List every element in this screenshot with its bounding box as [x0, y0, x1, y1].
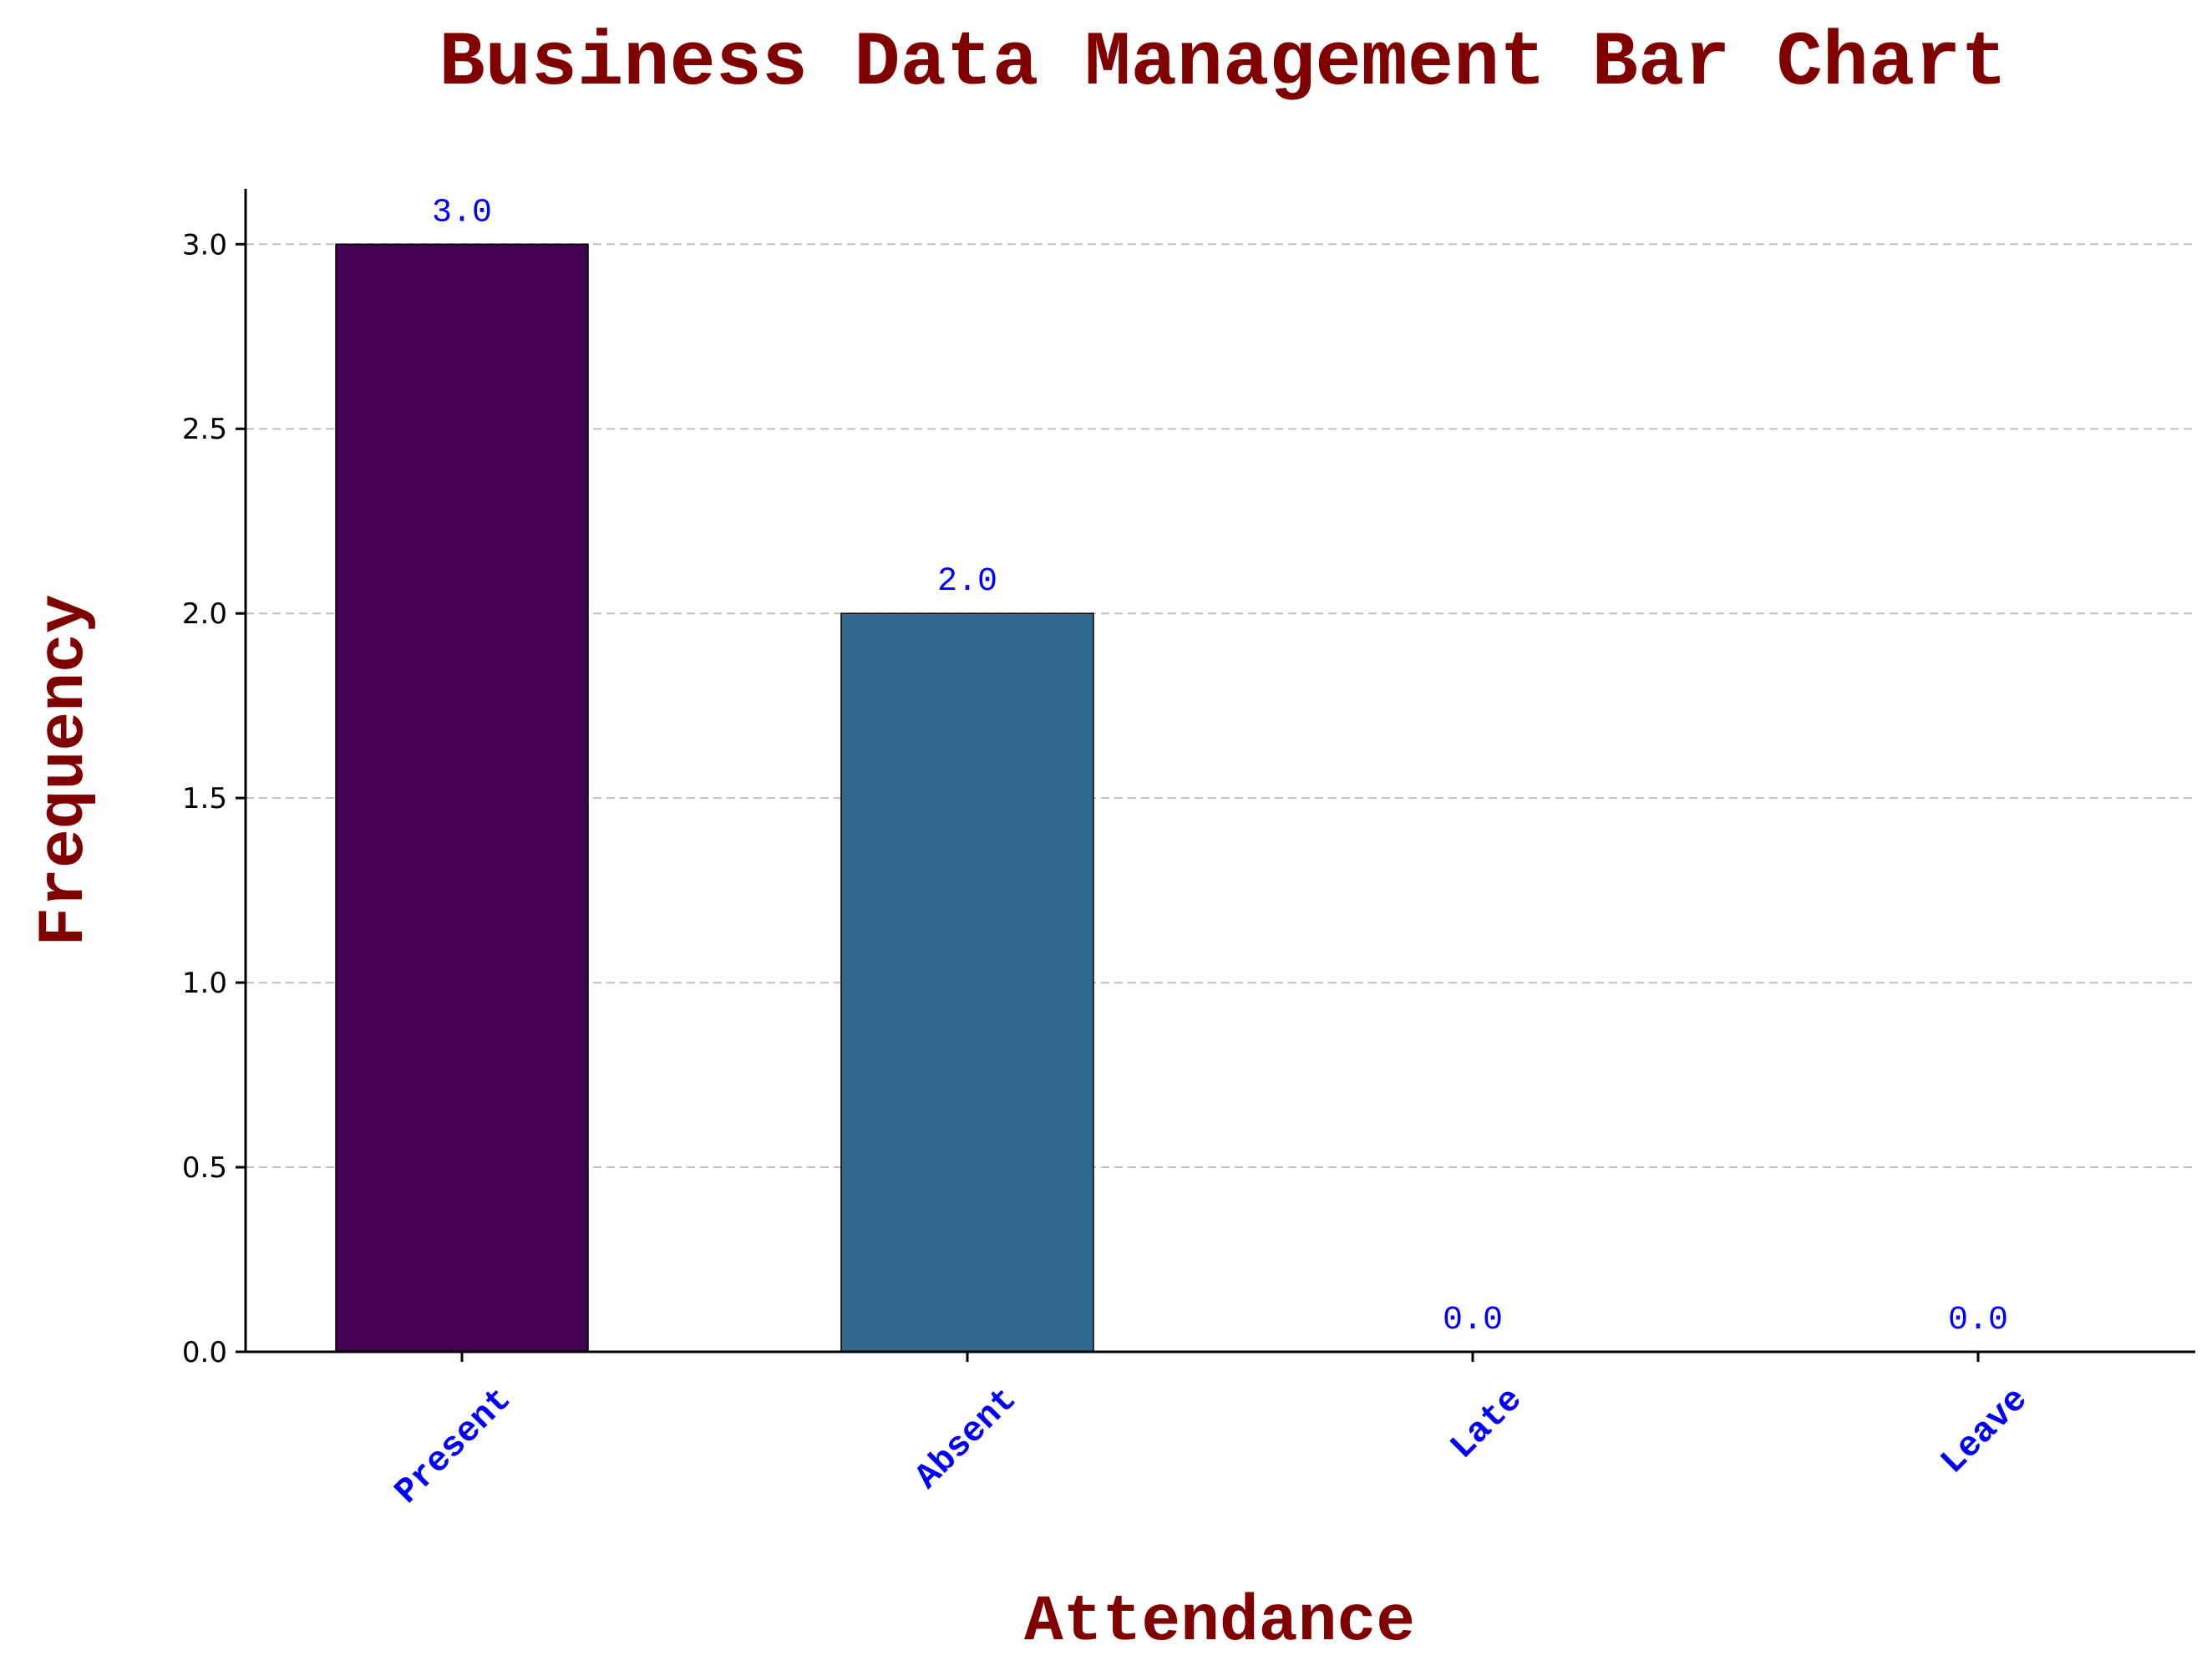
- y-tick-label: 1.5: [182, 782, 227, 815]
- chart-title: Business Data Management Bar Chart: [439, 19, 2007, 107]
- x-tick-label: Leave: [1933, 1379, 2036, 1482]
- data-label: 2.0: [937, 563, 997, 601]
- bar-absent: [840, 612, 1094, 1353]
- x-tick-label: Late: [1443, 1379, 1530, 1467]
- y-axis-label: Frequency: [28, 594, 102, 946]
- bars: [335, 243, 1094, 1353]
- x-tick-label: Present: [387, 1379, 520, 1512]
- y-tick-label: 2.0: [182, 597, 227, 631]
- y-tick-label: 3.0: [182, 228, 227, 262]
- x-axis-ticks: Present Absent Late Leave: [387, 1352, 2036, 1512]
- y-axis-ticks: 0.0 0.5 1.0 1.5 2.0 2.5 3.0: [182, 228, 246, 1369]
- data-label: 3.0: [432, 194, 492, 231]
- data-label: 0.0: [1443, 1302, 1503, 1339]
- x-tick-label: Absent: [907, 1379, 1025, 1497]
- y-tick-label: 1.0: [182, 967, 227, 1000]
- data-label: 0.0: [1948, 1302, 2008, 1339]
- bar-present: [335, 243, 589, 1353]
- data-labels: 3.0 2.0 0.0 0.0: [432, 194, 2008, 1339]
- y-tick-label: 0.0: [182, 1336, 227, 1369]
- y-tick-label: 2.5: [182, 413, 227, 446]
- y-tick-label: 0.5: [182, 1151, 227, 1185]
- x-axis-label: Attendance: [1024, 1586, 1415, 1659]
